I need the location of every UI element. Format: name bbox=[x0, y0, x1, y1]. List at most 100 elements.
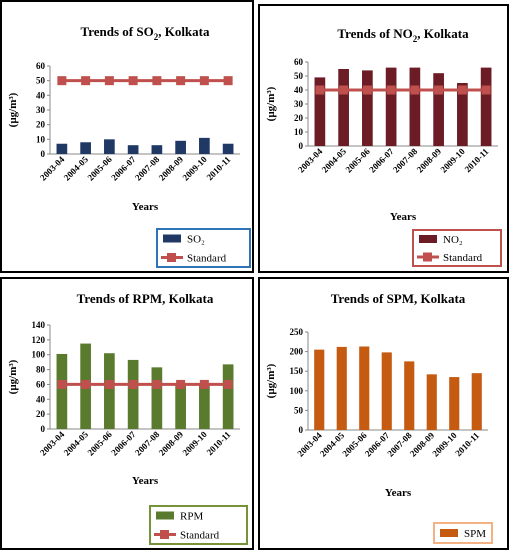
y-axis-label: (µg/m³) bbox=[265, 363, 277, 398]
x-tick-label: 2010-11 bbox=[463, 146, 491, 174]
y-tick-label: 60 bbox=[36, 61, 46, 71]
y-tick-label: 30 bbox=[36, 105, 46, 115]
y-tick-label: 0 bbox=[41, 424, 46, 434]
bar-2010-11 bbox=[222, 143, 234, 154]
x-tick-label: 2010-11 bbox=[453, 430, 481, 458]
bar-2008-09 bbox=[433, 73, 444, 146]
y-tick-label: 60 bbox=[36, 379, 46, 389]
y-tick-label: 30 bbox=[294, 99, 304, 109]
y-tick-label: 40 bbox=[36, 90, 46, 100]
bar-2007-08 bbox=[409, 67, 421, 146]
y-tick-label: 250 bbox=[290, 327, 304, 337]
bar-2005-06 bbox=[104, 139, 115, 154]
standard-marker bbox=[481, 85, 491, 95]
x-tick-label: 2006-07 bbox=[367, 146, 396, 175]
standard-marker bbox=[434, 85, 444, 95]
x-tick-label: 2008-09 bbox=[157, 154, 186, 183]
chart-so2: Trends of SO2, Kolkata 0 10 20 30 40 50 60 (µg/m… bbox=[7, 24, 251, 268]
bar-2006-07 bbox=[127, 145, 139, 154]
x-tick-label: 2005-06 bbox=[86, 154, 115, 183]
bar-2005-06 bbox=[104, 353, 115, 429]
y-tick-label: 20 bbox=[294, 113, 304, 123]
bar-2009-10 bbox=[449, 377, 460, 430]
y-axis-label: (µg/m³) bbox=[7, 359, 19, 394]
bar-2003-04 bbox=[314, 349, 325, 430]
standard-marker bbox=[128, 76, 138, 86]
bar-2006-07 bbox=[127, 359, 139, 429]
x-axis-label: Years bbox=[385, 487, 412, 499]
standard-marker bbox=[81, 76, 91, 86]
x-tick-label: 2009-10 bbox=[430, 430, 459, 459]
bar-2004-05 bbox=[80, 142, 91, 154]
bar-2006-07 bbox=[381, 352, 392, 430]
x-tick-label: 2009-10 bbox=[439, 146, 468, 175]
standard-marker bbox=[152, 76, 162, 86]
y-tick-label: 10 bbox=[294, 127, 304, 137]
chart-panel-no2: Trends of NO2, Kolkata 0 10 20 30 40 50 60 (µg/m… bbox=[258, 4, 509, 273]
standard-marker bbox=[176, 76, 186, 86]
chart-title: Trends of NO2, Kolkata bbox=[337, 26, 469, 44]
chart-panel-so2: Trends of SO2, Kolkata 0 10 20 30 40 50 60 (µg/m… bbox=[0, 0, 254, 273]
y-axis-label: (µg/m³) bbox=[265, 86, 277, 121]
x-tick-label: 2006-07 bbox=[109, 429, 138, 458]
bar-2003-04 bbox=[56, 143, 68, 154]
legend-label: Standard bbox=[187, 253, 227, 265]
bar-2010-11 bbox=[222, 364, 234, 429]
legend-box bbox=[433, 522, 493, 544]
bar-2005-06 bbox=[359, 346, 370, 430]
bar-2005-06 bbox=[362, 70, 373, 146]
standard-marker bbox=[315, 85, 325, 95]
x-tick-label: 2010-11 bbox=[205, 154, 233, 182]
y-tick-label: 150 bbox=[290, 366, 304, 376]
legend-swatch-bar bbox=[419, 235, 437, 243]
x-tick-label: 2008-09 bbox=[415, 146, 444, 175]
x-tick-label: 2009-10 bbox=[181, 154, 210, 183]
bar-2004-05 bbox=[338, 69, 349, 146]
legend-label: SO₂ bbox=[187, 234, 205, 246]
y-tick-label: 100 bbox=[290, 386, 304, 396]
x-tick-label: 2010-11 bbox=[205, 429, 233, 457]
standard-marker bbox=[386, 85, 396, 95]
x-tick-label: 2007-08 bbox=[391, 146, 420, 175]
standard-marker bbox=[57, 379, 67, 389]
y-tick-label: 20 bbox=[36, 120, 46, 130]
standard-marker bbox=[176, 379, 186, 389]
x-tick-label: 2007-08 bbox=[133, 429, 162, 458]
bar-2010-11 bbox=[471, 373, 482, 430]
standard-marker bbox=[362, 85, 372, 95]
bar-2009-10 bbox=[457, 83, 468, 146]
standard-marker bbox=[410, 85, 420, 95]
x-axis-label: Years bbox=[390, 211, 417, 223]
y-tick-label: 200 bbox=[290, 347, 304, 357]
chart-no2: Trends of NO2, Kolkata 0 10 20 30 40 50 60 (µg/m… bbox=[265, 26, 502, 267]
x-axis-label: Years bbox=[132, 201, 159, 213]
x-tick-label: 2009-10 bbox=[181, 429, 210, 458]
x-tick-label: 2007-08 bbox=[133, 154, 162, 183]
standard-marker bbox=[128, 379, 138, 389]
chart-rpm: Trends of RPM, Kolkata 0 20 40 60 80 100 120 140… bbox=[7, 291, 248, 545]
y-tick-label: 60 bbox=[294, 57, 304, 67]
bar-2009-10 bbox=[199, 137, 210, 154]
chart-title: Trends of RPM, Kolkata bbox=[77, 291, 214, 306]
x-tick-label: 2008-09 bbox=[157, 429, 186, 458]
y-tick-label: 0 bbox=[299, 425, 304, 435]
y-tick-label: 50 bbox=[36, 76, 46, 86]
y-tick-label: 40 bbox=[294, 85, 304, 95]
y-tick-label: 50 bbox=[294, 71, 304, 81]
legend-swatch-bar bbox=[163, 234, 181, 243]
bar-2004-05 bbox=[336, 346, 347, 430]
bar-2007-08 bbox=[404, 361, 415, 430]
legend-label: Standard bbox=[443, 252, 483, 264]
y-tick-label: 100 bbox=[32, 350, 46, 360]
legend-label: NO₂ bbox=[443, 234, 463, 246]
legend-swatch-marker bbox=[423, 252, 432, 262]
x-tick-label: 2006-07 bbox=[109, 154, 138, 183]
bar-2003-04 bbox=[314, 77, 326, 146]
bar-2008-09 bbox=[175, 384, 186, 429]
chart-title: Trends of SPM, Kolkata bbox=[331, 291, 466, 306]
y-tick-label: 10 bbox=[36, 134, 46, 144]
bar-2010-11 bbox=[480, 67, 492, 146]
standard-marker bbox=[223, 379, 233, 389]
x-tick-label: 2004-05 bbox=[62, 429, 91, 458]
standard-marker bbox=[457, 85, 467, 95]
